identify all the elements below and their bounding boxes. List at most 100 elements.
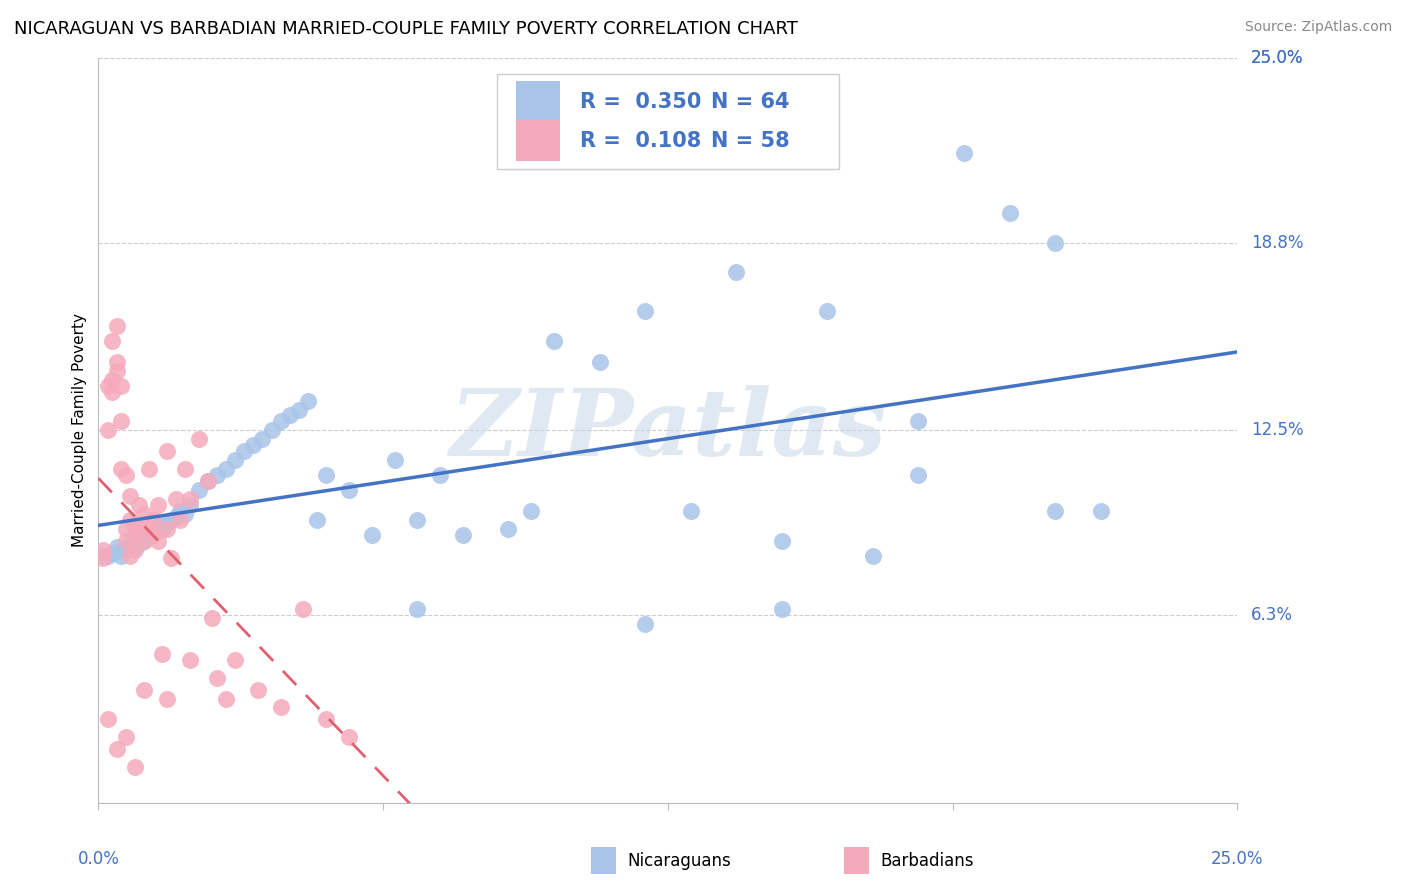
Point	[233, 444, 256, 458]
Point	[307, 513, 329, 527]
Point	[105, 364, 128, 378]
Point	[815, 304, 838, 318]
Point	[384, 453, 406, 467]
Text: Nicaraguans: Nicaraguans	[627, 852, 731, 870]
Point	[406, 513, 429, 527]
Text: 25.0%: 25.0%	[1251, 49, 1303, 67]
Point	[105, 742, 128, 756]
Text: Source: ZipAtlas.com: Source: ZipAtlas.com	[1244, 20, 1392, 34]
Point	[132, 533, 155, 548]
Point	[270, 700, 292, 714]
Point	[215, 691, 238, 706]
Point	[179, 498, 201, 512]
Point	[124, 527, 146, 541]
Point	[634, 304, 657, 318]
Point	[120, 536, 142, 550]
Point	[142, 524, 165, 539]
Point	[114, 522, 136, 536]
Point	[907, 468, 929, 483]
Point	[160, 551, 183, 566]
Point	[114, 468, 136, 483]
Point	[520, 504, 543, 518]
Point	[770, 533, 793, 548]
Point	[242, 438, 264, 452]
Point	[120, 549, 142, 563]
Point	[179, 653, 201, 667]
Point	[169, 513, 191, 527]
Point	[156, 522, 179, 536]
Point	[160, 513, 183, 527]
Point	[634, 617, 657, 632]
Text: N = 64: N = 64	[711, 92, 790, 112]
Point	[953, 146, 976, 161]
Point	[174, 462, 197, 476]
Point	[132, 533, 155, 548]
Point	[114, 542, 136, 557]
Text: 12.5%: 12.5%	[1251, 421, 1303, 440]
Text: N = 58: N = 58	[711, 130, 790, 151]
Point	[165, 509, 187, 524]
Point	[101, 334, 124, 348]
Point	[770, 602, 793, 616]
Point	[907, 414, 929, 428]
Point	[725, 265, 748, 279]
Point	[278, 409, 301, 423]
Text: 6.3%: 6.3%	[1251, 606, 1294, 624]
Point	[360, 527, 382, 541]
Point	[252, 433, 274, 447]
FancyBboxPatch shape	[516, 120, 560, 161]
Point	[146, 533, 169, 548]
Point	[270, 414, 292, 428]
Point	[132, 527, 155, 541]
Text: 0.0%: 0.0%	[77, 850, 120, 869]
Point	[114, 533, 136, 548]
Point	[146, 518, 169, 533]
Point	[124, 533, 146, 548]
Point	[224, 453, 246, 467]
FancyBboxPatch shape	[498, 74, 839, 169]
Point	[174, 507, 197, 521]
Point	[138, 462, 160, 476]
Point	[142, 527, 165, 541]
Point	[315, 712, 337, 726]
Point	[215, 462, 238, 476]
Point	[165, 491, 187, 506]
Point	[91, 542, 114, 557]
Point	[1043, 235, 1066, 250]
Point	[297, 393, 319, 408]
Point	[138, 522, 160, 536]
Point	[128, 536, 150, 550]
Point	[101, 373, 124, 387]
Point	[169, 504, 191, 518]
Point	[187, 433, 209, 447]
Point	[91, 551, 114, 566]
Point	[1043, 504, 1066, 518]
Text: NICARAGUAN VS BARBADIAN MARRIED-COUPLE FAMILY POVERTY CORRELATION CHART: NICARAGUAN VS BARBADIAN MARRIED-COUPLE F…	[14, 20, 799, 37]
Point	[197, 474, 219, 488]
Point	[197, 474, 219, 488]
Text: 25.0%: 25.0%	[1251, 49, 1303, 67]
Point	[138, 522, 160, 536]
Point	[260, 423, 283, 437]
Point	[128, 522, 150, 536]
Point	[146, 498, 169, 512]
Point	[105, 355, 128, 369]
Point	[132, 682, 155, 697]
Point	[124, 760, 146, 774]
Point	[110, 549, 132, 563]
Point	[101, 384, 124, 399]
Point	[224, 653, 246, 667]
Point	[110, 462, 132, 476]
Point	[156, 516, 179, 530]
Text: ZIPatlas: ZIPatlas	[450, 385, 886, 475]
Point	[142, 513, 165, 527]
Point	[91, 549, 114, 563]
Point	[337, 731, 360, 745]
Point	[288, 402, 311, 417]
Point	[96, 712, 118, 726]
Point	[862, 549, 884, 563]
Point	[96, 378, 118, 392]
Point	[124, 542, 146, 557]
Point	[187, 483, 209, 497]
Point	[179, 491, 201, 506]
